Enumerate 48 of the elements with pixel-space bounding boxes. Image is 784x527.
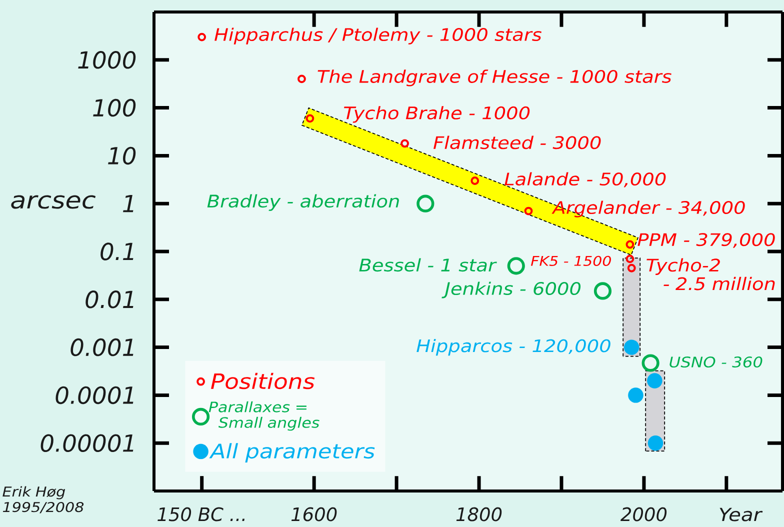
point bbox=[507, 257, 525, 275]
y-tick-label: 0.01 bbox=[86, 290, 134, 308]
annotation: Bessel - 1 star bbox=[359, 258, 497, 272]
point bbox=[470, 176, 480, 185]
point bbox=[594, 282, 612, 300]
x-axis-title: Year bbox=[720, 508, 763, 522]
y-tick-label: 0.0001 bbox=[56, 386, 134, 404]
point bbox=[624, 340, 640, 355]
point bbox=[298, 74, 306, 84]
point bbox=[648, 435, 664, 451]
text: Erik Høg 1995/2008 bbox=[2, 486, 84, 514]
y-tick-label: 100 bbox=[93, 98, 136, 117]
x-tick-label: 1600 bbox=[291, 507, 337, 522]
annotation: Hipparchus / Ptolemy - 1000 stars bbox=[214, 28, 542, 44]
x-tick-label: 150 BC ... bbox=[158, 507, 245, 522]
y-tick-label: 1000 bbox=[78, 51, 136, 69]
annotation: Jenkins - 6000 bbox=[442, 282, 581, 298]
point bbox=[647, 373, 662, 388]
annotation: The Landgrave of Hesse - 1000 stars bbox=[318, 70, 672, 86]
point bbox=[416, 194, 434, 212]
annotation: Tycho Brahe - 1000 bbox=[344, 106, 530, 123]
legend-label: Parallaxes = Small angles bbox=[208, 401, 320, 431]
y-tick-label: 0.1 bbox=[100, 242, 134, 260]
point bbox=[642, 354, 660, 372]
annotation: PPM - 379,000 bbox=[638, 233, 775, 248]
point bbox=[524, 206, 533, 216]
y-axis-title: arcsec bbox=[11, 195, 96, 209]
legend-label: All parameters bbox=[209, 443, 375, 462]
point bbox=[627, 264, 636, 272]
x-tick-label: 1800 bbox=[456, 507, 502, 522]
annotation: USNO - 360 bbox=[670, 356, 762, 368]
point bbox=[626, 240, 634, 249]
annotation: Hipparcos - 120,000 bbox=[416, 338, 610, 356]
annotation: Lalande - 50,000 bbox=[504, 172, 666, 188]
point bbox=[628, 388, 644, 403]
annotation: Tycho-2 - 2.5 million bbox=[646, 258, 775, 290]
point bbox=[306, 114, 314, 123]
y-tick-label: 0.00001 bbox=[40, 434, 134, 452]
annotation: Bradley - aberration bbox=[207, 194, 399, 211]
annotation: FK5 - 1500 bbox=[530, 256, 611, 266]
annotation: Flamsteed - 3000 bbox=[434, 136, 601, 150]
y-tick-label: 10 bbox=[108, 146, 136, 165]
point bbox=[400, 139, 409, 148]
x-tick-label: 2000 bbox=[620, 507, 667, 522]
y-tick-label: 1 bbox=[122, 195, 134, 212]
legend-label: Positions bbox=[211, 372, 315, 390]
point bbox=[626, 254, 634, 264]
y-tick-label: 0.001 bbox=[70, 338, 134, 356]
